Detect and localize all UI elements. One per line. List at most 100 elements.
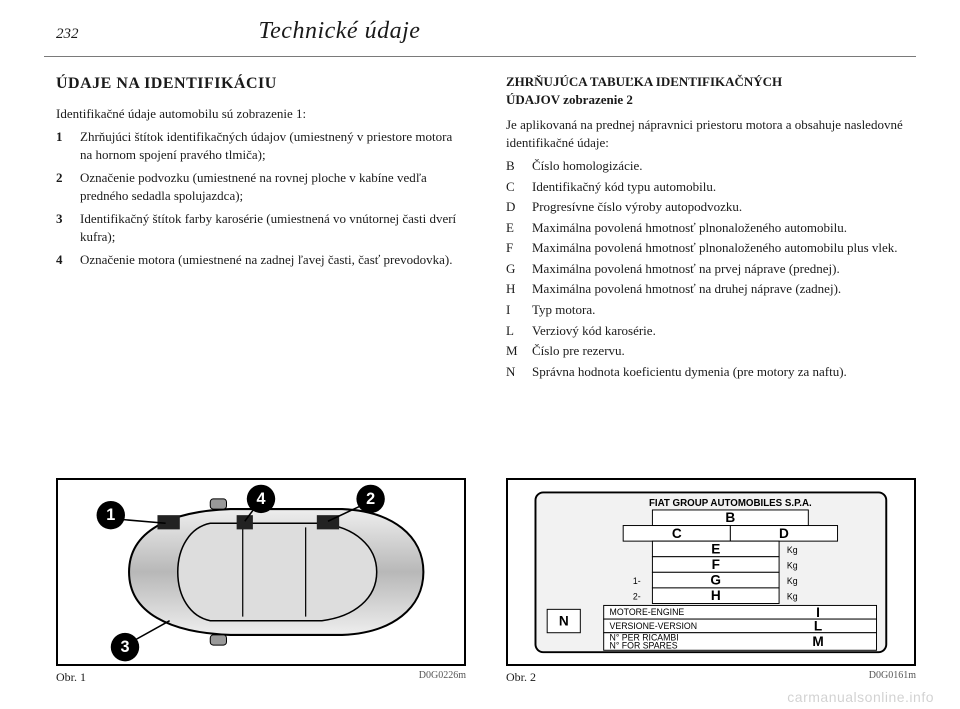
figure-frame: 1 4 2 3 — [56, 478, 466, 666]
list-item: B Číslo homologizácie. — [506, 157, 916, 175]
list-marker: 2 — [56, 169, 70, 204]
list-marker: 1 — [56, 128, 70, 163]
list-item: G Maximálna povolená hmotnosť na prvej ná… — [506, 260, 916, 278]
list-marker: C — [506, 178, 522, 196]
figure-frame: FIAT GROUP AUTOMOBILES S.P.A. N B — [506, 478, 916, 666]
list-text: Progresívne číslo výroby autopodvozku. — [532, 198, 742, 216]
svg-text:M: M — [813, 634, 824, 649]
list-item: F Maximálna povolená hmotnosť plnonaložen… — [506, 239, 916, 257]
svg-text:C: C — [672, 526, 682, 541]
list-text: Maximálna povolená hmotnosť plnonaložené… — [532, 219, 847, 237]
svg-text:2-: 2- — [633, 591, 641, 601]
list-marker: E — [506, 219, 522, 237]
lead-paragraph: Identifikačné údaje automobilu sú zobraz… — [56, 105, 466, 123]
list-marker: D — [506, 198, 522, 216]
right-column: ZHRŇUJÚCA TABUĽKA IDENTIFIKAČNÝCH ÚDAJOV… — [506, 73, 916, 383]
list-text: Maximálna povolená hmotnosť na prvej náp… — [532, 260, 840, 278]
plate-corner: N — [559, 613, 569, 628]
subsection-heading: ZHRŇUJÚCA TABUĽKA IDENTIFIKAČNÝCH ÚDAJOV… — [506, 73, 916, 108]
list-item: I Typ motora. — [506, 301, 916, 319]
chapter-title: Technické údaje — [259, 18, 421, 45]
svg-text:F: F — [712, 557, 720, 572]
list-item: 4 Označenie motora (umiestnené na zadnej … — [56, 251, 466, 269]
page-header: 232 Technické údaje — [56, 18, 916, 45]
caption-code: D0G0226m — [419, 670, 466, 685]
callout-4: 4 — [256, 490, 265, 508]
list-marker: G — [506, 260, 522, 278]
list-item: D Progresívne číslo výroby autopodvozku. — [506, 198, 916, 216]
subhead-line1: ZHRŇUJÚCA TABUĽKA IDENTIFIKAČNÝCH — [506, 74, 782, 89]
figure-2: FIAT GROUP AUTOMOBILES S.P.A. N B — [506, 478, 916, 685]
list-text: Číslo pre rezervu. — [532, 342, 625, 360]
watermark: carmanualsonline.info — [787, 689, 934, 705]
figure-caption: Obr. 1 D0G0226m — [56, 670, 466, 685]
list-text: Číslo homologizácie. — [532, 157, 642, 175]
list-marker: H — [506, 280, 522, 298]
list-text: Verziový kód karosérie. — [532, 322, 656, 340]
list-text: Identifikačný štítok farby karosérie (um… — [80, 210, 466, 245]
list-item: L Verziový kód karosérie. — [506, 322, 916, 340]
list-item: H Maximálna povolená hmotnosť na druhej n… — [506, 280, 916, 298]
list-text: Typ motora. — [532, 301, 595, 319]
svg-text:B: B — [726, 510, 736, 525]
section-title: ÚDAJE NA IDENTIFIKÁCIU — [56, 73, 466, 95]
figure-caption: Obr. 2 D0G0161m — [506, 670, 916, 685]
list-item: 2 Označenie podvozku (umiestnené na rovne… — [56, 169, 466, 204]
vehicle-topview-icon: 1 4 2 3 — [58, 480, 464, 664]
callout-3: 3 — [120, 638, 129, 656]
list-marker: F — [506, 239, 522, 257]
svg-text:Kg: Kg — [787, 560, 798, 570]
svg-text:Kg: Kg — [787, 545, 798, 555]
svg-text:H: H — [711, 588, 721, 603]
list-marker: 4 — [56, 251, 70, 269]
left-column: ÚDAJE NA IDENTIFIKÁCIU Identifikačné úda… — [56, 73, 466, 383]
manual-page: 232 Technické údaje ÚDAJE NA IDENTIFIKÁC… — [0, 0, 960, 709]
vin-plate-icon: FIAT GROUP AUTOMOBILES S.P.A. N B — [516, 484, 906, 661]
caption-code: D0G0161m — [869, 670, 916, 685]
list-text: Maximálna povolená hmotnosť na druhej ná… — [532, 280, 841, 298]
list-item: 1 Zhrňujúci štítok identifikačných údajov… — [56, 128, 466, 163]
list-item: M Číslo pre rezervu. — [506, 342, 916, 360]
header-rule — [44, 56, 916, 57]
svg-text:L: L — [814, 618, 822, 633]
numbered-list: 1 Zhrňujúci štítok identifikačných údajov… — [56, 128, 466, 269]
content-columns: ÚDAJE NA IDENTIFIKÁCIU Identifikačné úda… — [56, 73, 916, 383]
svg-text:Kg: Kg — [787, 591, 798, 601]
list-text: Identifikačný kód typu automobilu. — [532, 178, 716, 196]
list-text: Maximálna povolená hmotnosť plnonaložené… — [532, 239, 898, 257]
plate-title: FIAT GROUP AUTOMOBILES S.P.A. — [649, 498, 812, 509]
list-item: N Správna hodnota koeficientu dymenia (pr… — [506, 363, 916, 381]
callout-2: 2 — [366, 490, 375, 508]
caption-label: Obr. 1 — [56, 670, 86, 685]
list-marker: L — [506, 322, 522, 340]
callout-1: 1 — [106, 506, 115, 524]
figure-row: 1 4 2 3 Obr. 1 D0G0226m — [56, 478, 916, 685]
caption-label: Obr. 2 — [506, 670, 536, 685]
svg-text:N° FOR SPARES: N° FOR SPARES — [610, 640, 678, 650]
list-item: E Maximálna povolená hmotnosť plnonaložen… — [506, 219, 916, 237]
svg-text:Kg: Kg — [787, 576, 798, 586]
subhead-line2: ÚDAJOV zobrazenie 2 — [506, 92, 633, 107]
list-text: Správna hodnota koeficientu dymenia (pre… — [532, 363, 847, 381]
svg-text:D: D — [779, 526, 789, 541]
plate-lower-rows: MOTORE-ENGINE I VERSIONE-VERSION L N° PE… — [604, 604, 877, 650]
list-text: Označenie motora (umiestnené na zadnej ľ… — [80, 251, 453, 269]
list-text: Zhrňujúci štítok identifikačných údajov … — [80, 128, 466, 163]
list-item: 3 Identifikačný štítok farby karosérie (u… — [56, 210, 466, 245]
list-marker: 3 — [56, 210, 70, 245]
letter-list: B Číslo homologizácie. C Identifikačný kód… — [506, 157, 916, 380]
list-item: C Identifikačný kód typu automobilu. — [506, 178, 916, 196]
svg-text:E: E — [711, 541, 720, 556]
svg-text:MOTORE-ENGINE: MOTORE-ENGINE — [610, 607, 685, 617]
list-text: Označenie podvozku (umiestnené na rovnej… — [80, 169, 466, 204]
svg-text:1-: 1- — [633, 576, 641, 586]
svg-text:VERSIONE-VERSION: VERSIONE-VERSION — [610, 621, 698, 631]
list-marker: N — [506, 363, 522, 381]
list-marker: B — [506, 157, 522, 175]
page-number: 232 — [56, 26, 79, 43]
figure-1: 1 4 2 3 Obr. 1 D0G0226m — [56, 478, 466, 685]
list-marker: M — [506, 342, 522, 360]
lead-paragraph: Je aplikovaná na prednej nápravnici prie… — [506, 116, 916, 151]
list-marker: I — [506, 301, 522, 319]
svg-text:G: G — [711, 572, 722, 587]
